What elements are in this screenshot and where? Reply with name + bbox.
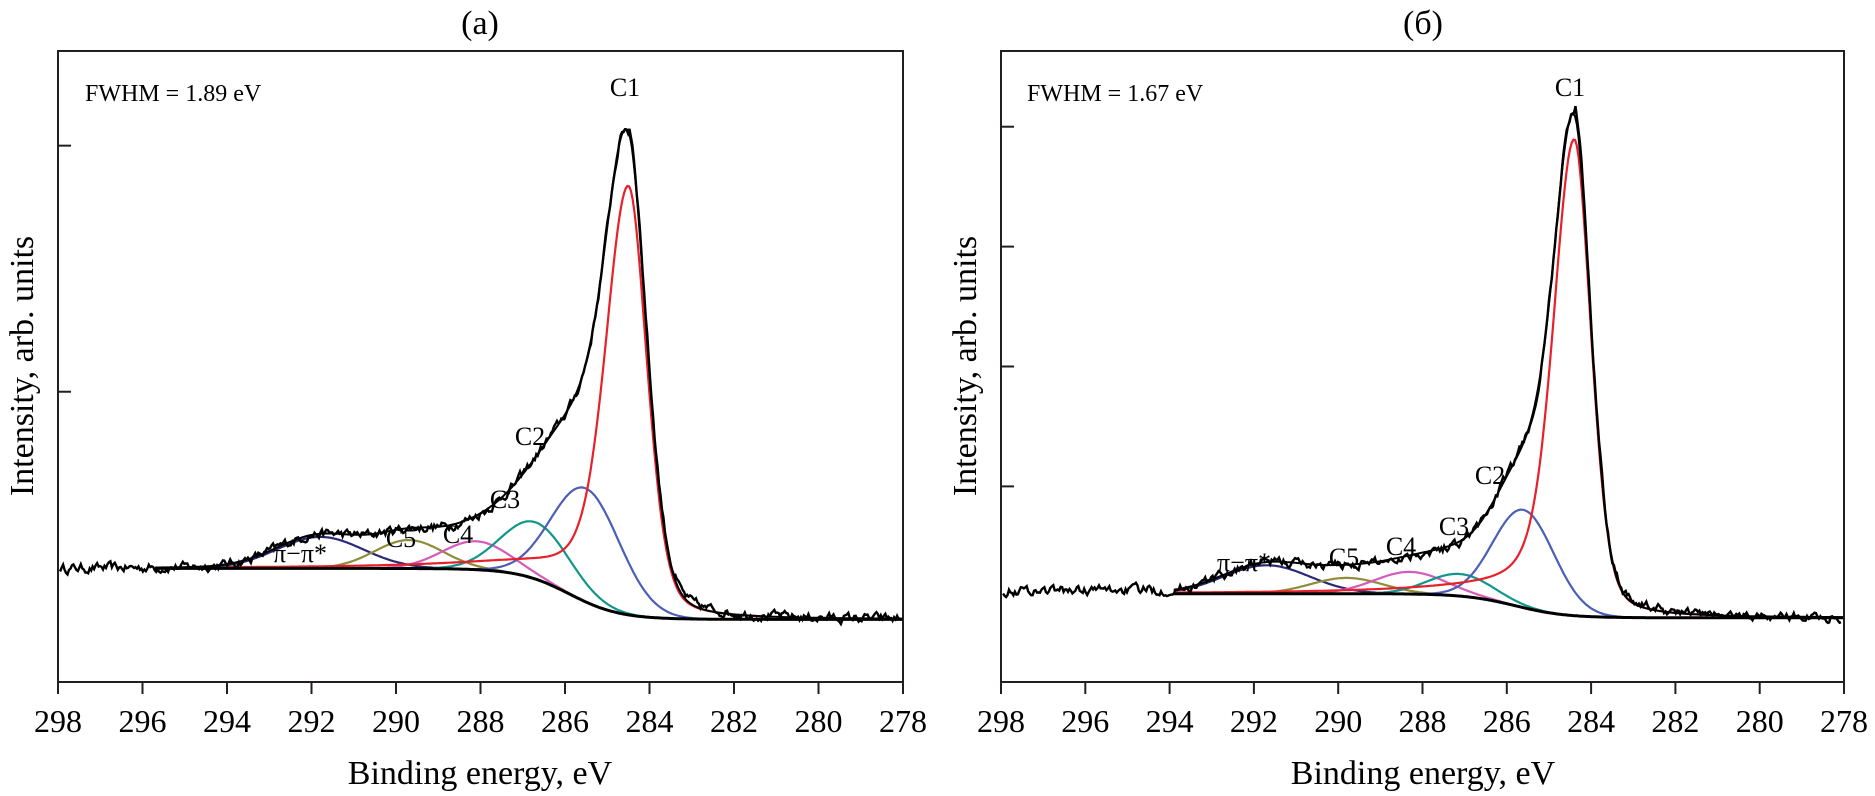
panel-b-y-ticks [1001, 125, 1014, 488]
panel-b: (б) 298 296 294 292 290 288 286 284 282 280 278 FW… [947, 5, 1868, 792]
x-tick-label: 292 [288, 703, 336, 739]
panel-a: (a) 298 296 294 292 290 288 286 284 282 280 278 FW… [4, 5, 927, 792]
panel-a-curves [58, 127, 903, 627]
label-c2: C2 [515, 422, 545, 451]
panel-a-y-axis-title: Intensity, arb. units [4, 236, 41, 496]
x-tick-label: 280 [795, 703, 843, 739]
label-c5: C5 [1329, 543, 1359, 572]
panel-a-fwhm-annotation: FWHM = 1.89 eV [85, 81, 262, 107]
panel-b-fwhm-annotation: FWHM = 1.67 eV [1027, 81, 1204, 107]
panel-a-x-ticks: 298 296 294 292 290 288 286 284 282 280 278 [34, 682, 927, 739]
label-c5: C5 [386, 524, 416, 553]
label-c2: C2 [1475, 461, 1505, 490]
x-tick-label: 282 [1651, 703, 1699, 739]
x-tick-label: 282 [710, 703, 758, 739]
panel-b-curves [1002, 105, 1844, 625]
label-c4: C4 [1386, 532, 1416, 561]
x-tick-label: 290 [372, 703, 420, 739]
x-tick-label: 284 [1567, 703, 1615, 739]
component-curve-c1 [226, 184, 763, 618]
raw-spectrum-curve [58, 127, 901, 627]
component-curve-c3 [408, 520, 661, 620]
raw-spectrum-curve [1002, 105, 1842, 625]
label-pi-pi-star: π−π* [273, 539, 327, 568]
panel-b-y-axis-title: Intensity, arb. units [947, 236, 984, 496]
panel-b-peak-labels: C1 C2 C3 C4 C5 π−π* [1217, 73, 1585, 577]
panel-b-title: (б) [1403, 5, 1443, 42]
x-tick-label: 298 [977, 703, 1025, 739]
x-tick-label: 288 [1399, 703, 1447, 739]
panel-a-plot-frame [57, 50, 904, 683]
x-tick-label: 296 [1061, 703, 1109, 739]
x-tick-label: 278 [879, 703, 927, 739]
x-tick-label: 292 [1230, 703, 1278, 739]
x-tick-label: 286 [1483, 703, 1531, 739]
x-tick-label: 294 [203, 703, 251, 739]
envelope-curve [1173, 112, 1844, 619]
x-tick-label: 294 [1146, 703, 1194, 739]
envelope-curve [155, 127, 903, 620]
x-tick-label: 298 [34, 703, 82, 739]
background-curve [1173, 592, 1844, 620]
panel-a-x-axis-title: Binding energy, eV [348, 755, 613, 792]
x-tick-label: 284 [626, 703, 674, 739]
label-pi-pi-star: π−π* [1217, 548, 1271, 577]
component-curve-c2 [459, 486, 712, 621]
label-c1: C1 [1555, 73, 1585, 102]
label-c3: C3 [1439, 512, 1469, 541]
label-c1: C1 [610, 73, 640, 102]
panel-a-title: (a) [461, 5, 499, 42]
panel-a-y-ticks [58, 144, 71, 393]
x-tick-label: 286 [541, 703, 589, 739]
label-c4: C4 [443, 520, 473, 549]
background-curve [155, 566, 903, 621]
component-curve-c1 [1173, 138, 1709, 617]
x-tick-label: 288 [457, 703, 505, 739]
panel-b-x-axis-title: Binding energy, eV [1291, 755, 1556, 792]
x-tick-label: 296 [119, 703, 167, 739]
panel-a-peak-labels: C1 C2 C3 C4 C5 π−π* [273, 73, 640, 568]
panel-b-x-ticks: 298 296 294 292 290 288 286 284 282 280 278 [977, 682, 1868, 739]
x-tick-label: 290 [1314, 703, 1362, 739]
x-tick-label: 280 [1736, 703, 1784, 739]
x-tick-label: 278 [1820, 703, 1868, 739]
label-c3: C3 [490, 485, 520, 514]
component-curve-c2 [1397, 508, 1649, 619]
